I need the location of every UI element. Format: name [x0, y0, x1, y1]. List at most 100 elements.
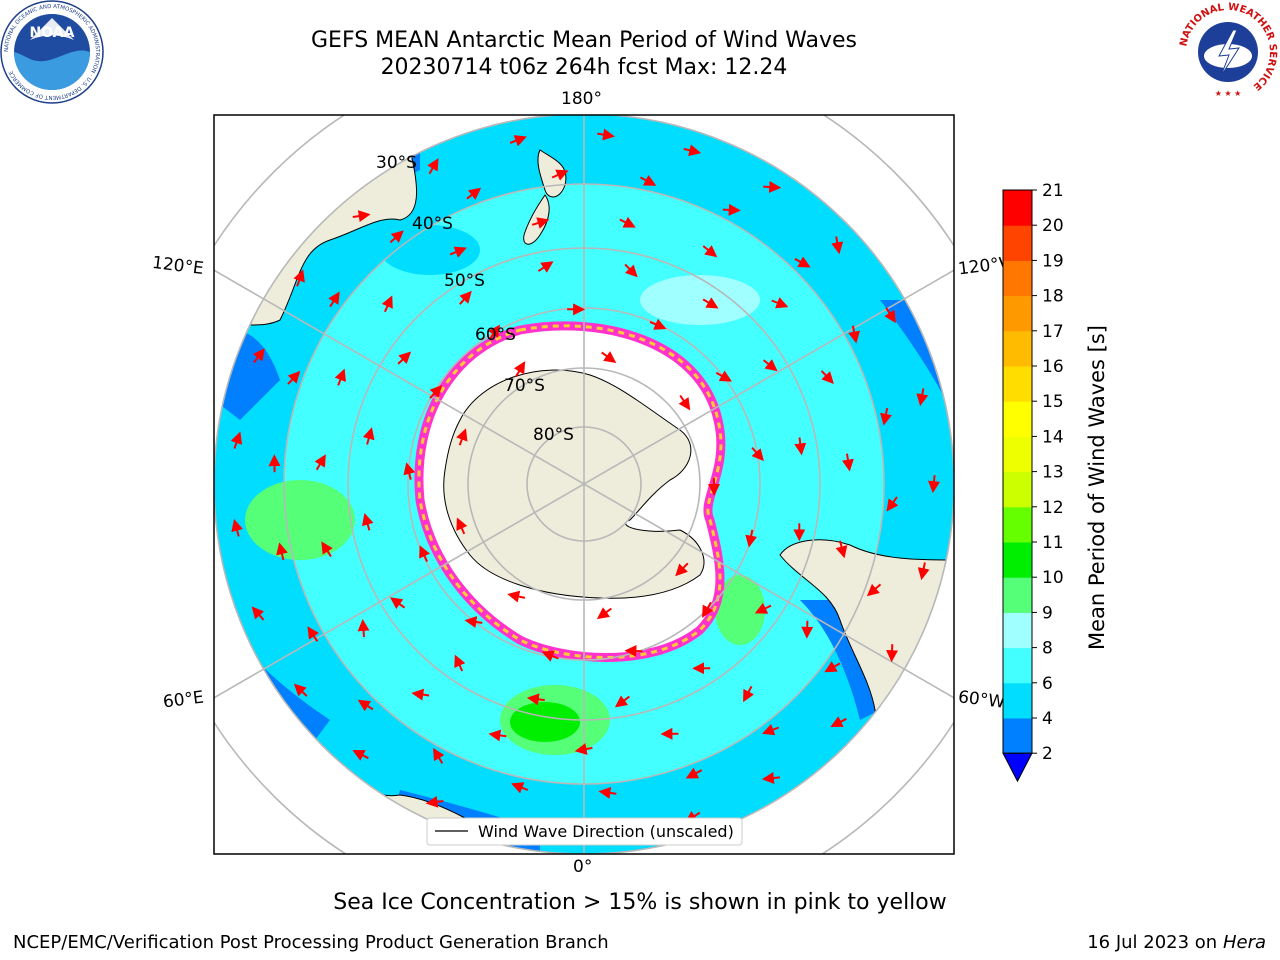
wind-wave-arrow	[459, 290, 472, 305]
wind-wave-arrow	[509, 135, 527, 147]
colorbar-tick-label: 2	[1042, 744, 1053, 764]
colorbar-segment	[1003, 401, 1032, 437]
wind-wave-arrow	[454, 654, 466, 672]
footer-credit: NCEP/EMC/Verification Post Processing Pr…	[13, 932, 609, 953]
latitude-labels: 30°S 40°S 50°S 60°S 70°S 80°S	[376, 153, 574, 445]
wind-wave-arrow	[678, 394, 691, 411]
wind-wave-arrow	[745, 529, 758, 548]
wind-wave-arrow	[449, 246, 467, 258]
wind-wave-arrow	[601, 351, 617, 364]
wind-wave-arrow	[411, 688, 430, 701]
wind-wave-arrow	[419, 545, 431, 563]
colorbar-tick-label: 4	[1042, 709, 1053, 729]
lat-label-80s: 80°S	[533, 425, 574, 445]
lat-label-60s: 60°S	[475, 325, 516, 345]
wind-wave-arrow	[403, 462, 416, 480]
wind-wave-arrow	[466, 187, 482, 200]
wind-wave-legend: Wind Wave Direction (unscaled)	[426, 817, 743, 846]
wind-wave-arrow	[511, 782, 529, 794]
wind-wave-arrow	[649, 318, 667, 330]
wind-wave-arrow	[334, 368, 346, 386]
wind-wave-arrow	[831, 236, 844, 255]
wind-wave-arrow	[352, 210, 371, 223]
wind-wave-arrow	[722, 203, 741, 216]
wind-wave-arrow	[381, 295, 393, 313]
colorbar-tick-label: 11	[1042, 533, 1064, 553]
map-area: Wind Wave Direction (unscaled)	[214, 115, 954, 854]
lon-label-180: 180°	[561, 89, 602, 109]
lon-label-0: 0°	[573, 857, 593, 877]
wind-wave-arrow	[464, 616, 483, 628]
colorbar-segment	[1003, 225, 1032, 261]
wind-wave-arrow	[835, 540, 848, 559]
wind-wave-arrow	[820, 370, 834, 384]
colorbar-segment	[1003, 471, 1032, 508]
sea-ice-caption: Sea Ice Concentration > 15% is shown in …	[333, 890, 947, 915]
wind-wave-arrow	[751, 446, 764, 462]
map-title: GEFS MEAN Antarctic Mean Period of Wind …	[311, 28, 857, 53]
footer-machine: Hera	[1222, 932, 1266, 953]
colorbar-segment	[1003, 506, 1032, 543]
colorbar-tick-label: 20	[1042, 216, 1064, 236]
lat-label-70s: 70°S	[504, 376, 545, 396]
noaa-logo: NATIONAL OCEANIC AND ATMOSPHERIC ADMINIS…	[0, 0, 104, 104]
colorbar-segment	[1003, 612, 1032, 649]
wind-wave-arrow	[619, 216, 636, 228]
wind-wave-arrow	[287, 370, 301, 385]
wind-wave-arrow	[307, 626, 320, 642]
wind-wave-arrow	[794, 256, 811, 268]
footer-date-text: 16 Jul 2023 on	[1087, 932, 1223, 953]
colorbar-tick-label: 10	[1042, 568, 1064, 588]
graticule	[214, 115, 954, 854]
wind-wave-arrow	[390, 597, 406, 610]
wind-wave-arrow	[916, 388, 929, 407]
colorbar-segment	[1003, 542, 1032, 578]
wind-wave-arrow	[683, 144, 702, 157]
colorbar-tick-label: 18	[1042, 287, 1064, 307]
wind-wave-arrow	[328, 291, 340, 308]
wind-wave-arrow	[362, 427, 375, 445]
wind-wave-arrow	[848, 325, 860, 344]
colorbar-segment	[1003, 330, 1032, 367]
wind-wave-arrow	[314, 454, 326, 471]
wind-wave-arrows	[230, 128, 940, 840]
map-frame	[213, 114, 955, 855]
wind-wave-arrow	[507, 590, 526, 603]
wind-wave-arrow	[743, 685, 755, 703]
wind-wave-arrow	[551, 169, 569, 181]
wind-wave-arrow	[456, 517, 468, 535]
wind-wave-arrow	[252, 348, 265, 364]
colorbar: 2 4 6 8 9 10 11 12 13 14 15 16 17 18 19 20 21	[1002, 181, 1064, 783]
colorbar-tick-label: 14	[1042, 427, 1064, 447]
nws-logo: NATIONAL WEATHER SERVICE ★ ★ ★	[1178, 2, 1278, 102]
wind-wave-arrow	[639, 174, 657, 186]
wind-wave-arrow	[761, 723, 780, 736]
colorbar-segment	[1003, 260, 1032, 297]
wind-wave-arrow	[597, 128, 616, 141]
colorbar-tick-label: 21	[1042, 181, 1064, 201]
colorbar-label: Mean Period of Wind Waves [s]	[1085, 325, 1109, 650]
colorbar-extend-arrow	[1002, 752, 1033, 783]
wind-wave-arrow	[352, 749, 369, 761]
wind-wave-arrow	[884, 307, 896, 324]
lat-label-50s: 50°S	[444, 271, 485, 291]
legend-label: Wind Wave Direction (unscaled)	[478, 822, 734, 841]
wind-wave-arrow	[513, 361, 526, 378]
antarctica	[443, 369, 705, 599]
wind-wave-arrow	[685, 767, 703, 779]
wind-wave-arrow	[397, 351, 412, 365]
wind-wave-arrow	[427, 158, 439, 175]
colorbar-tick-label: 15	[1042, 392, 1064, 412]
wind-wave-arrow	[488, 729, 507, 742]
wind-wave-arrow	[702, 601, 714, 618]
colorbar-segment	[1003, 295, 1032, 332]
colorbar-tick-label: 9	[1042, 603, 1053, 623]
wind-wave-arrow	[456, 428, 468, 446]
colorbar-tick-label: 12	[1042, 498, 1064, 518]
colorbar-segment	[1003, 577, 1032, 613]
wind-wave-arrow	[715, 370, 733, 382]
wind-wave-arrow	[574, 743, 593, 755]
wind-wave-arrow	[762, 359, 778, 372]
wind-wave-arrow	[596, 607, 612, 620]
